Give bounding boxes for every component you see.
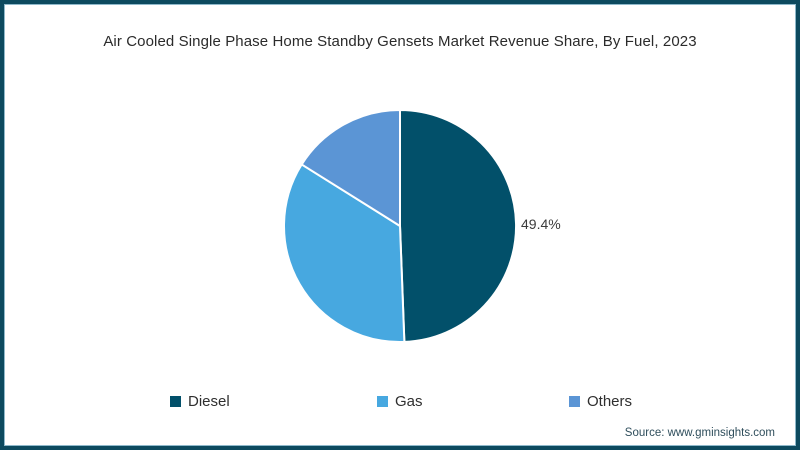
legend-label-gas: Gas bbox=[395, 392, 423, 410]
pie-slice-diesel bbox=[399, 109, 518, 343]
legend-label-diesel: Diesel bbox=[188, 392, 230, 410]
legend: Diesel Gas Others bbox=[0, 393, 800, 411]
legend-label-others: Others bbox=[587, 392, 633, 410]
pie-chart bbox=[283, 109, 518, 343]
legend-item-others: Others bbox=[569, 392, 633, 410]
chart-title: Air Cooled Single Phase Home Standby Gen… bbox=[103, 33, 697, 50]
source-attribution: Source: www.gminsights.com bbox=[624, 427, 775, 439]
legend-item-gas: Gas bbox=[377, 392, 423, 410]
legend-item-diesel: Diesel bbox=[170, 392, 230, 410]
pie-slice-others bbox=[300, 109, 401, 227]
diesel-swatch-icon bbox=[170, 395, 181, 407]
pie-slice-gas bbox=[283, 163, 406, 343]
diesel-share-data-label: 49.4% bbox=[521, 216, 561, 232]
gas-swatch-icon bbox=[377, 395, 388, 407]
others-swatch-icon bbox=[569, 395, 580, 407]
